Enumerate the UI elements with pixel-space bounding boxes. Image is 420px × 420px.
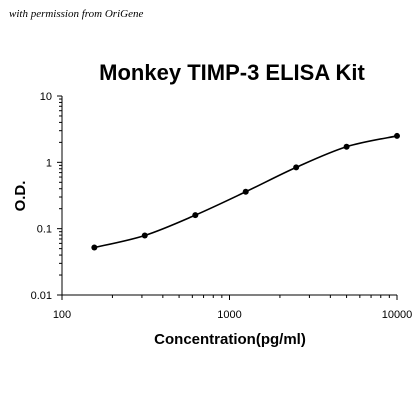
y-tick-label: 0.01 (31, 290, 52, 302)
x-tick-label: 1000 (217, 309, 241, 321)
y-ticks: 0.01 0.1 1 10 (31, 91, 62, 302)
axes (61, 96, 397, 296)
data-points (91, 132, 400, 251)
x-tick-label: 100 (53, 309, 71, 321)
chart-title: Monkey TIMP-3 ELISA Kit (99, 60, 365, 85)
data-point (192, 212, 199, 219)
x-tick-label: 10000 (382, 309, 413, 321)
x-ticks: 100 1000 10000 (53, 295, 412, 321)
data-point (293, 164, 300, 171)
data-point (394, 132, 400, 139)
credit-text: with permission from OriGene (9, 8, 144, 20)
y-tick-label: 0.1 (37, 224, 52, 236)
y-axis-label: O.D. (12, 181, 29, 212)
x-axis-label: Concentration(pg/ml) (154, 331, 306, 348)
data-point (91, 244, 98, 251)
y-tick-label: 10 (40, 91, 52, 103)
data-point (242, 188, 249, 195)
y-tick-label: 1 (46, 157, 52, 169)
data-point (343, 143, 350, 150)
data-point (141, 232, 148, 239)
